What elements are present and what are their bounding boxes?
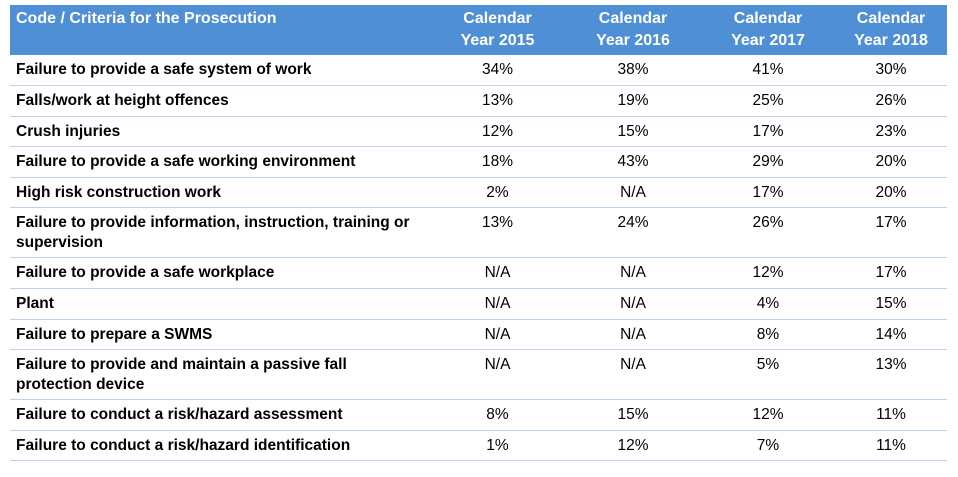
header-year-2016: Calendar Year 2016 — [565, 5, 701, 55]
cell-2016: 38% — [565, 55, 701, 87]
cell-2015: 13% — [430, 85, 565, 117]
cell-2018: 17% — [835, 207, 947, 259]
cell-2017: 17% — [701, 116, 835, 148]
cell-2017: 41% — [701, 55, 835, 87]
cell-2015: N/A — [430, 288, 565, 320]
table-row: Failure to conduct a risk/hazard identif… — [10, 430, 947, 462]
cell-2017: 5% — [701, 349, 835, 401]
cell-2016: N/A — [565, 349, 701, 401]
cell-2017: 29% — [701, 146, 835, 178]
cell-2015: 8% — [430, 399, 565, 431]
cell-2018: 11% — [835, 399, 947, 431]
table-row: Failure to provide information, instruct… — [10, 207, 947, 259]
prosecution-criteria-table: Code / Criteria for the Prosecution Cale… — [10, 5, 947, 462]
cell-2017: 7% — [701, 430, 835, 462]
cell-2015: 34% — [430, 55, 565, 87]
cell-2018: 13% — [835, 349, 947, 401]
cell-2015: N/A — [430, 319, 565, 351]
cell-2018: 20% — [835, 177, 947, 209]
cell-2016: N/A — [565, 319, 701, 351]
table-body: Failure to provide a safe system of work… — [10, 55, 947, 462]
table-row: Plant N/A N/A 4% 15% — [10, 288, 947, 320]
cell-2015: 2% — [430, 177, 565, 209]
cell-2018: 20% — [835, 146, 947, 178]
cell-2018: 11% — [835, 430, 947, 462]
cell-2016: 15% — [565, 399, 701, 431]
header-year-2017: Calendar Year 2017 — [701, 5, 835, 55]
cell-2018: 23% — [835, 116, 947, 148]
table-row: Crush injuries 12% 15% 17% 23% — [10, 116, 947, 148]
cell-2016: 15% — [565, 116, 701, 148]
row-label: Crush injuries — [10, 116, 430, 148]
cell-2016: 12% — [565, 430, 701, 462]
cell-2018: 17% — [835, 257, 947, 290]
header-criteria: Code / Criteria for the Prosecution — [10, 5, 430, 55]
cell-2018: 15% — [835, 288, 947, 320]
row-label: Failure to provide a safe system of work — [10, 55, 430, 87]
header-year-2015: Calendar Year 2015 — [430, 5, 565, 55]
row-label: Failure to provide information, instruct… — [10, 207, 430, 259]
cell-2015: 1% — [430, 430, 565, 462]
cell-2015: 18% — [430, 146, 565, 178]
cell-2016: N/A — [565, 257, 701, 290]
header-year-2018: Calendar Year 2018 — [835, 5, 947, 55]
table-header: Code / Criteria for the Prosecution Cale… — [10, 5, 947, 55]
cell-2017: 12% — [701, 257, 835, 290]
cell-2015: 13% — [430, 207, 565, 259]
cell-2017: 4% — [701, 288, 835, 320]
row-label: Failure to prepare a SWMS — [10, 319, 430, 351]
table-row: Failure to provide a safe workplace N/A … — [10, 257, 947, 290]
table-row: Failure to conduct a risk/hazard assessm… — [10, 399, 947, 431]
table-row: High risk construction work 2% N/A 17% 2… — [10, 177, 947, 209]
cell-2017: 26% — [701, 207, 835, 259]
row-label: Failure to conduct a risk/hazard identif… — [10, 430, 430, 462]
row-label: High risk construction work — [10, 177, 430, 209]
cell-2016: N/A — [565, 177, 701, 209]
row-label: Failure to conduct a risk/hazard assessm… — [10, 399, 430, 431]
row-label: Falls/work at height offences — [10, 85, 430, 117]
cell-2016: N/A — [565, 288, 701, 320]
row-label: Failure to provide and maintain a passiv… — [10, 349, 430, 401]
cell-2016: 43% — [565, 146, 701, 178]
cell-2018: 14% — [835, 319, 947, 351]
cell-2017: 25% — [701, 85, 835, 117]
cell-2017: 17% — [701, 177, 835, 209]
cell-2018: 26% — [835, 85, 947, 117]
cell-2015: 12% — [430, 116, 565, 148]
row-label: Failure to provide a safe working enviro… — [10, 146, 430, 178]
table-row: Falls/work at height offences 13% 19% 25… — [10, 85, 947, 117]
cell-2015: N/A — [430, 349, 565, 401]
header-row: Code / Criteria for the Prosecution Cale… — [10, 5, 947, 55]
table-row: Failure to prepare a SWMS N/A N/A 8% 14% — [10, 319, 947, 351]
row-label: Plant — [10, 288, 430, 320]
cell-2015: N/A — [430, 257, 565, 290]
cell-2017: 8% — [701, 319, 835, 351]
table-row: Failure to provide and maintain a passiv… — [10, 349, 947, 401]
table-row: Failure to provide a safe system of work… — [10, 55, 947, 87]
row-label: Failure to provide a safe workplace — [10, 257, 430, 290]
cell-2016: 24% — [565, 207, 701, 259]
cell-2016: 19% — [565, 85, 701, 117]
cell-2018: 30% — [835, 55, 947, 87]
cell-2017: 12% — [701, 399, 835, 431]
table-row: Failure to provide a safe working enviro… — [10, 146, 947, 178]
